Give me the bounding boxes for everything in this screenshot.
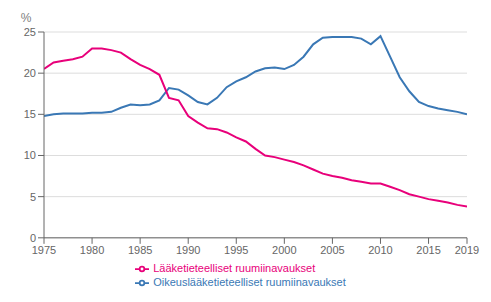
- svg-text:0: 0: [30, 232, 36, 244]
- svg-text:5: 5: [30, 191, 36, 203]
- svg-text:2015: 2015: [416, 244, 440, 256]
- svg-text:1985: 1985: [128, 244, 152, 256]
- svg-text:%: %: [21, 11, 32, 25]
- svg-text:25: 25: [24, 26, 36, 38]
- svg-text:1980: 1980: [80, 244, 104, 256]
- svg-text:2005: 2005: [320, 244, 344, 256]
- svg-text:2019: 2019: [455, 244, 479, 256]
- svg-text:1975: 1975: [32, 244, 56, 256]
- svg-text:2010: 2010: [368, 244, 392, 256]
- svg-text:15: 15: [24, 108, 36, 120]
- svg-text:1995: 1995: [224, 244, 248, 256]
- svg-text:10: 10: [24, 149, 36, 161]
- html-text:Lääketieteelliset ruumiinavauk: Lääketieteelliset ruumiinavaukset: [153, 261, 316, 274]
- html-text:Oikeuslääketieteelliset ruumii: Oikeuslääketieteelliset ruumiinavaukset: [153, 275, 346, 288]
- svg-text:1990: 1990: [176, 244, 200, 256]
- svg-text:2000: 2000: [272, 244, 296, 256]
- svg-text:20: 20: [24, 67, 36, 79]
